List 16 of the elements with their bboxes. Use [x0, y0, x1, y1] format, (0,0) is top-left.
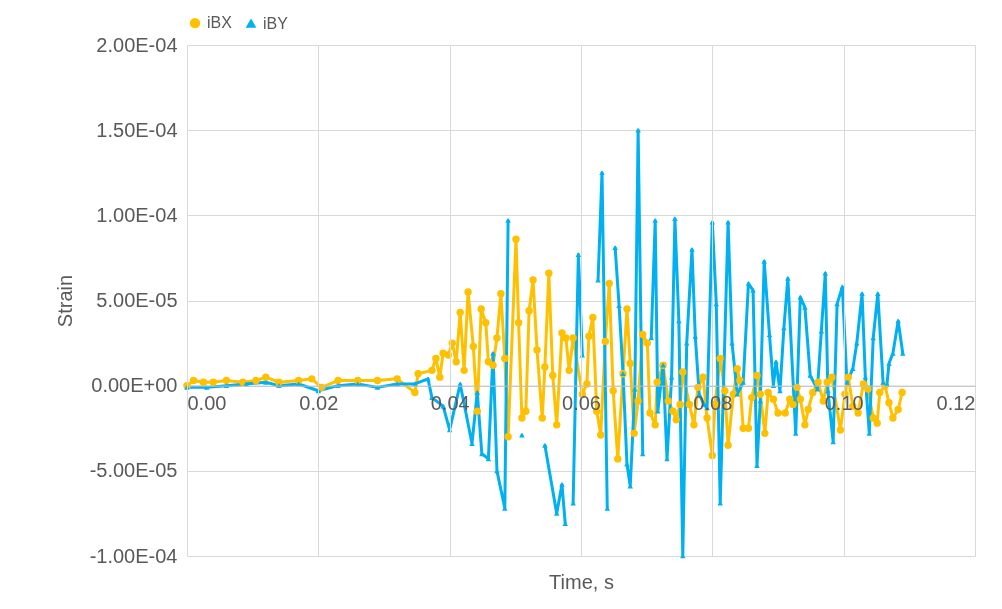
x-tick-label: 0.00	[187, 392, 227, 415]
x-axis-title: Time, s	[549, 570, 614, 593]
x-tick-label: 0.12	[936, 392, 976, 415]
legend-label: iBY	[263, 14, 289, 32]
y-tick-label: 2.00E-04	[96, 33, 178, 56]
y-tick-label: 1.00E-04	[96, 203, 178, 226]
y-axis-title: Strain	[53, 274, 76, 328]
y-tick-label: 5.00E-05	[96, 289, 178, 311]
y-tick-label: -1.00E-04	[89, 544, 178, 567]
y-tick-label: -5.00E-05	[89, 459, 178, 482]
x-tick-label: 0.08	[693, 392, 733, 415]
y-tick-label: 0.00E+00	[91, 374, 178, 397]
y-tick-label: 1.50E-04	[96, 118, 178, 141]
x-tick-label: 0.02	[299, 392, 339, 415]
legend-label: iBX	[207, 14, 233, 32]
x-tick-label: 0.10	[824, 392, 864, 415]
